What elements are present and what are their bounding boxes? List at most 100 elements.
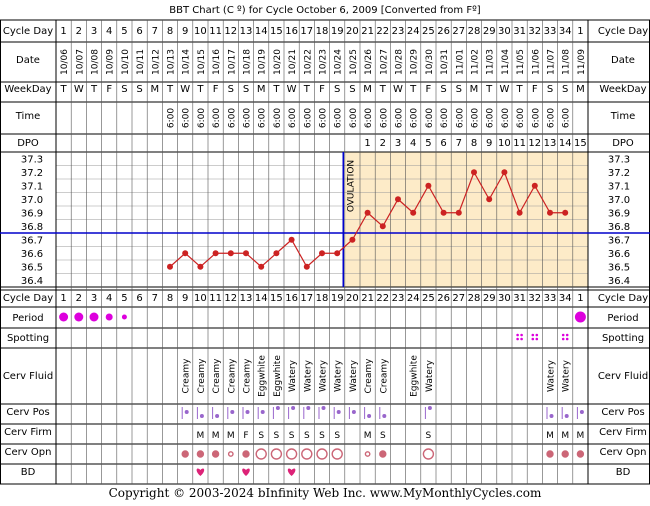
time-cell: 6:00 <box>440 108 450 128</box>
cycle-day-cell-bottom: 1 <box>60 293 66 304</box>
cerv-opn-marker <box>331 448 343 460</box>
weekday-cell: S <box>228 84 234 95</box>
date-cell: 10/26 <box>364 49 374 75</box>
weekday-cell: T <box>516 84 524 95</box>
cycle-day-cell-bottom: 28 <box>468 293 481 304</box>
cycle-day-cell: 1 <box>577 26 583 37</box>
temp-axis-label-right: 37.3 <box>608 154 630 165</box>
dpo-cell: 13 <box>544 138 557 149</box>
cerv-fluid-cell: Eggwhite <box>410 355 420 397</box>
temp-axis-label-right: 36.7 <box>608 235 630 246</box>
cerv-opn-marker <box>255 448 267 460</box>
cycle-day-cell: 24 <box>407 26 420 37</box>
cycle-day-cell-bottom: 2 <box>76 293 82 304</box>
cerv-pos-dot <box>184 410 189 414</box>
cerv-fluid-cell: Creamy <box>197 358 207 394</box>
date-cell: 11/03 <box>486 49 496 75</box>
spotting-dot <box>531 337 535 341</box>
temp-axis-label-left: 36.8 <box>21 222 43 233</box>
temp-point <box>562 209 569 216</box>
spotting-dot <box>535 337 539 341</box>
weekday-cell: S <box>456 84 462 95</box>
date-cell: 10/30 <box>425 49 435 75</box>
weekday-cell: M <box>363 84 372 95</box>
cerv-opn-marker <box>561 450 569 458</box>
cycle-day-cell-bottom: 13 <box>240 293 253 304</box>
temp-point <box>410 209 417 216</box>
date-cell: 10/25 <box>349 49 359 75</box>
temp-axis-label-right: 36.9 <box>608 208 630 219</box>
cycle-day-cell: 5 <box>121 26 127 37</box>
ovulation-label: OVULATION <box>346 160 356 212</box>
cerv-fluid-cell: Watery <box>425 359 435 392</box>
temp-point <box>455 209 462 216</box>
cerv-fluid-cell: Creamy <box>243 358 253 394</box>
cerv-pos-dot <box>351 410 356 414</box>
cerv-pos-dot <box>245 410 250 414</box>
row-label-spotting-right: Spotting <box>602 333 644 344</box>
spotting-dot <box>531 333 535 337</box>
time-cell: 6:00 <box>243 108 253 128</box>
weekday-cell: M <box>257 84 266 95</box>
cerv-opn-marker <box>316 448 328 460</box>
cerv-firm-cell: M <box>561 431 569 441</box>
weekday-cell: M <box>576 84 585 95</box>
cycle-day-cell-bottom: 3 <box>91 293 97 304</box>
date-cell: 10/22 <box>303 49 313 75</box>
cerv-opn-marker <box>242 450 250 458</box>
time-cell: 6:00 <box>471 108 481 128</box>
row-label-bd: BD <box>21 467 36 478</box>
row-label-cerv-fluid-right: Cerv Fluid <box>598 371 648 382</box>
date-cell: 10/09 <box>106 49 116 75</box>
cerv-pos-dot <box>275 406 280 410</box>
cerv-fluid-cell: Watery <box>562 359 572 392</box>
row-label-cycle-day-bottom: Cycle Day <box>3 293 53 304</box>
cerv-fluid-cell: Watery <box>334 359 344 392</box>
cerv-pos-dot <box>306 406 311 410</box>
weekday-cell: T <box>303 84 311 95</box>
time-cell: 6:00 <box>288 108 298 128</box>
spotting-dot <box>520 333 523 337</box>
row-label-date: Date <box>16 55 40 66</box>
date-cell: 10/07 <box>75 49 85 75</box>
date-cell: 11/01 <box>455 49 465 75</box>
weekday-cell: S <box>349 84 355 95</box>
date-cell: 10/29 <box>410 49 420 75</box>
time-cell: 6:00 <box>319 108 329 128</box>
date-cell: 10/14 <box>182 49 192 75</box>
time-cell: 6:00 <box>501 108 511 128</box>
temp-point <box>273 250 280 257</box>
date-cell: 11/04 <box>501 49 511 75</box>
temp-axis-label-right: 36.5 <box>608 262 630 273</box>
cycle-day-cell: 29 <box>483 26 496 37</box>
cerv-firm-cell: M <box>546 431 554 441</box>
cycle-day-cell-bottom: 18 <box>316 293 329 304</box>
cycle-day-cell: 32 <box>528 26 541 37</box>
period-dot <box>89 312 99 322</box>
temp-point <box>379 223 386 230</box>
temp-axis-label-left: 37.3 <box>21 154 43 165</box>
weekday-cell: F <box>319 84 325 95</box>
time-cell: 6:00 <box>486 108 496 128</box>
cerv-fluid-cell: Eggwhite <box>273 355 283 397</box>
cycle-day-cell: 30 <box>498 26 511 37</box>
temp-axis-label-right: 37.2 <box>608 168 630 179</box>
row-label-cerv-pos: Cerv Pos <box>6 407 49 418</box>
cycle-day-cell: 8 <box>167 26 173 37</box>
time-cell: 6:00 <box>182 108 192 128</box>
dpo-cell: 7 <box>456 138 462 149</box>
cerv-firm-cell: F <box>243 431 248 441</box>
weekday-cell: S <box>547 84 553 95</box>
temp-point <box>303 263 310 270</box>
time-cell: 6:00 <box>167 108 177 128</box>
cerv-opn-marker <box>546 450 554 458</box>
cerv-fluid-cell: Creamy <box>379 358 389 394</box>
weekday-cell: F <box>426 84 432 95</box>
temp-axis-label-left: 36.5 <box>21 262 43 273</box>
cerv-fluid-cell: Watery <box>319 359 329 392</box>
row-label-weekday: WeekDay <box>4 84 51 95</box>
date-cell: 11/02 <box>471 49 481 75</box>
cycle-day-cell-bottom: 30 <box>498 293 511 304</box>
temp-axis-label-left: 36.7 <box>21 235 43 246</box>
